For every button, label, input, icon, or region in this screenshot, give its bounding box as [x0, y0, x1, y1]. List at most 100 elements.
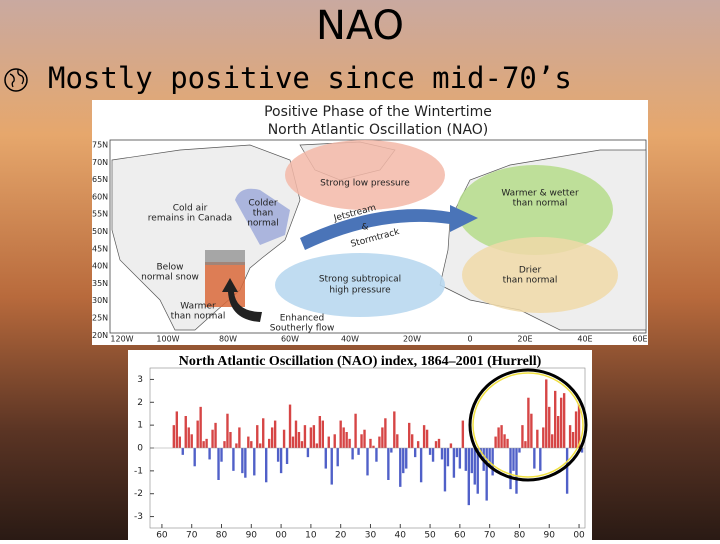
map-annotation: Enhanced — [280, 314, 325, 324]
x-tick-label: 80 — [514, 531, 526, 541]
y-tick-label: -2 — [134, 489, 143, 499]
bullet-icon — [4, 68, 28, 92]
bar — [247, 436, 250, 448]
bar — [488, 448, 491, 467]
jetstream-arrow — [300, 205, 478, 250]
map-annotation: normal — [247, 219, 279, 229]
y-tick-label: 2 — [137, 398, 143, 408]
bar — [422, 425, 426, 448]
bar — [571, 432, 575, 448]
bar — [378, 436, 381, 448]
bar — [273, 420, 277, 448]
bar — [434, 441, 438, 448]
y-tick-label: -3 — [134, 512, 143, 522]
map-annotation: Colder — [248, 199, 278, 209]
bar — [574, 411, 578, 448]
bar — [530, 413, 533, 448]
lat-label: 50N — [92, 227, 108, 236]
bar — [411, 434, 414, 448]
bar — [548, 406, 551, 448]
lat-label: 35N — [92, 279, 108, 288]
x-tick-label: 50 — [424, 531, 436, 541]
map-annotation: Below — [156, 263, 183, 273]
map-annotation: Strong subtropical — [319, 275, 401, 285]
bar — [556, 416, 560, 448]
bar — [470, 448, 473, 474]
bar — [306, 448, 310, 458]
x-tick-label: 10 — [305, 531, 317, 541]
bar — [455, 448, 459, 458]
bar — [393, 411, 396, 448]
lon-label: 40E — [577, 335, 592, 344]
bar — [345, 432, 348, 448]
bar — [333, 434, 336, 448]
bar — [303, 425, 307, 448]
bar — [533, 448, 536, 469]
bar — [339, 420, 342, 448]
bar — [419, 448, 423, 483]
map-annotation: normal snow — [141, 273, 199, 283]
bar — [509, 448, 512, 490]
bar — [205, 438, 208, 448]
bar — [190, 434, 193, 448]
bar — [276, 448, 280, 462]
bar — [467, 448, 470, 506]
lat-label: 45N — [92, 244, 108, 253]
x-tick-label: 40 — [395, 531, 407, 541]
lat-label: 65N — [92, 175, 108, 184]
chart-background — [128, 350, 592, 540]
bar — [348, 438, 351, 448]
x-tick-label: 30 — [365, 531, 377, 541]
bar — [178, 436, 181, 448]
bar — [256, 425, 259, 448]
bar — [312, 425, 316, 448]
lon-label: 20E — [517, 335, 532, 344]
bar — [291, 436, 295, 448]
bar — [431, 448, 435, 462]
lon-label: 100W — [156, 335, 179, 344]
lon-label: 60E — [632, 335, 647, 344]
bar — [187, 427, 190, 448]
y-tick-label: 3 — [137, 375, 143, 385]
bar — [265, 448, 268, 483]
bar — [390, 448, 393, 453]
southerly-arrow — [222, 278, 262, 322]
bar — [396, 434, 399, 448]
chart-title: North Atlantic Oscillation (NAO) index, … — [179, 354, 542, 369]
bar — [399, 448, 402, 487]
bar — [500, 425, 503, 448]
lat-label: 75N — [92, 141, 108, 150]
cold-area — [235, 188, 290, 245]
x-tick-label: 60 — [454, 531, 466, 541]
bar — [223, 441, 226, 448]
bar — [524, 441, 527, 448]
lat-label: 60N — [92, 192, 108, 201]
bar — [506, 438, 509, 448]
bar — [288, 404, 292, 448]
bar — [244, 448, 247, 478]
bar — [324, 448, 327, 469]
map-annotation: than normal — [171, 312, 226, 322]
y-tick-label: 0 — [137, 444, 143, 454]
map-annotation: & — [361, 223, 368, 233]
bar — [387, 448, 390, 480]
bar — [494, 436, 497, 448]
dry-area — [462, 237, 618, 313]
bar — [270, 427, 274, 448]
x-tick-label: 90 — [544, 531, 556, 541]
bar — [229, 432, 232, 448]
bar — [282, 429, 286, 448]
bar — [542, 427, 545, 448]
map-annotation: remains in Canada — [148, 214, 232, 224]
bar — [473, 448, 476, 485]
warm-area — [205, 262, 245, 307]
bar — [208, 448, 211, 460]
bar — [464, 448, 468, 471]
map-title: North Atlantic Oscillation (NAO) — [268, 122, 489, 138]
snow-area — [205, 250, 245, 265]
bar — [408, 422, 411, 448]
bar — [196, 420, 199, 448]
bar — [238, 427, 241, 448]
y-tick-label: -1 — [134, 466, 143, 476]
bar — [449, 443, 453, 448]
